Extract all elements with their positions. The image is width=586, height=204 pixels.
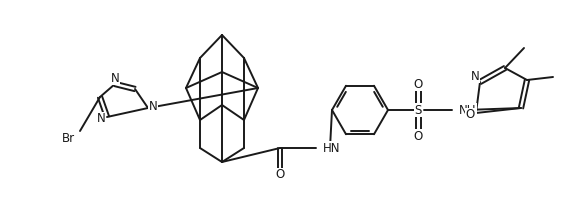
Text: O: O <box>275 169 285 182</box>
Text: HN: HN <box>323 142 340 154</box>
Text: NH: NH <box>459 103 476 116</box>
Text: N: N <box>471 70 479 82</box>
Text: N: N <box>111 71 120 84</box>
Text: N: N <box>97 112 105 125</box>
Text: O: O <box>413 130 423 143</box>
Text: O: O <box>465 109 475 122</box>
Text: S: S <box>414 103 422 116</box>
Text: Br: Br <box>62 132 74 144</box>
Text: N: N <box>149 101 158 113</box>
Text: O: O <box>413 78 423 91</box>
